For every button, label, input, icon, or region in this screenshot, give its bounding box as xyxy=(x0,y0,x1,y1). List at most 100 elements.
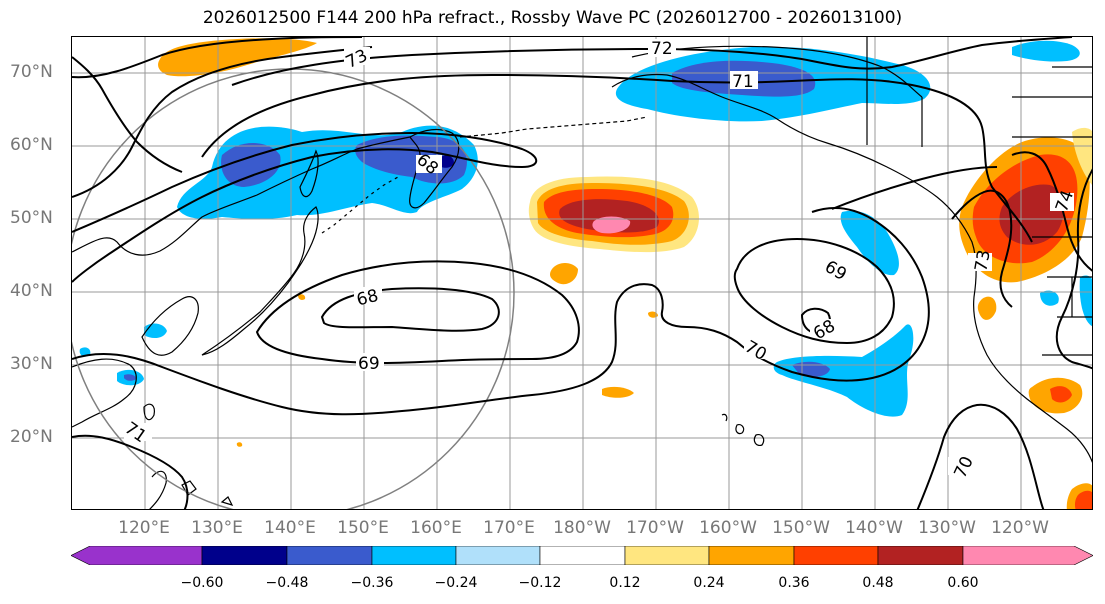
pos-fill-bc-edge xyxy=(1072,127,1092,185)
pos-fill-small7 xyxy=(298,294,306,300)
colorbar-cell-9 xyxy=(877,546,964,565)
chart-title: 2026012500 F144 200 hPa refract., Rossby… xyxy=(202,8,903,28)
contour-71-loop xyxy=(72,46,373,198)
lon-label-160w: 160°W xyxy=(699,518,757,538)
map-panel: 72 71 73 68 68 69 69 68 70 71 70 73 74 xyxy=(71,36,1093,510)
colorbar-tick-8: 0.48 xyxy=(862,575,894,591)
pos-fill-bc-dark xyxy=(999,184,1064,245)
lon-label-150w: 150°W xyxy=(772,518,830,538)
pos-fill-centralpac-pink xyxy=(592,216,631,234)
contour-72 xyxy=(231,37,1073,86)
colorbar-tick-7: 0.36 xyxy=(778,575,810,591)
neg-fill-eastpac xyxy=(840,210,899,276)
coast-us-states xyxy=(1032,236,1092,356)
contour-edge-east xyxy=(1055,168,1092,370)
colorbar-cell-7 xyxy=(708,546,795,565)
contour-68-low xyxy=(320,287,500,332)
lat-label-70n: 70°N xyxy=(10,62,53,82)
neg-fill-small5 xyxy=(1079,275,1092,327)
colorbar-cell-0 xyxy=(71,546,203,565)
lon-label-170e: 170°E xyxy=(483,518,535,538)
contour-labels: 72 71 73 68 68 69 69 68 70 71 70 73 74 xyxy=(121,39,1078,481)
neg-fill-alaska-edge xyxy=(1012,40,1080,62)
lon-label-130e: 130°E xyxy=(191,518,243,538)
colorbar-cell-5 xyxy=(539,546,626,565)
coast-aleutians xyxy=(459,116,648,138)
lon-label-160e: 160°E xyxy=(410,518,462,538)
contour-73-west xyxy=(72,37,363,79)
pos-fill-small5-red xyxy=(1074,490,1092,509)
colorbar xyxy=(71,546,1093,565)
colorbar-tick-5: 0.12 xyxy=(609,575,641,591)
contour-label-71-south-bg xyxy=(124,423,152,441)
colorbar-cell-1 xyxy=(201,546,288,565)
graticule xyxy=(72,37,1092,509)
lat-label-30n: 30°N xyxy=(10,354,53,374)
pos-fill-ochotsk xyxy=(158,38,317,77)
anomaly-fills xyxy=(79,38,1092,509)
coast-hawaii xyxy=(721,413,765,446)
lon-label-180w: 180°W xyxy=(553,518,611,538)
lat-label-20n: 20°N xyxy=(10,427,53,447)
contour-curve-west xyxy=(72,56,183,173)
contour-69-upper xyxy=(72,131,538,283)
coast-china xyxy=(72,358,137,428)
neg-fill-small2-mid xyxy=(124,374,136,381)
pos-fill-small4-red xyxy=(1050,386,1072,403)
coast-philippines xyxy=(149,470,167,509)
coast-kuril xyxy=(321,176,399,234)
contour-label-72: 72 xyxy=(651,39,673,59)
contour-label-68-kam-bg xyxy=(416,155,442,173)
contour-70-east xyxy=(916,403,1045,509)
contour-label-68-low-bg xyxy=(354,287,382,305)
colorbar-cell-2 xyxy=(286,546,373,565)
colorbar-cells xyxy=(71,546,1093,565)
contour-69-east xyxy=(733,237,895,345)
lon-label-140w: 140°W xyxy=(845,518,903,538)
contour-label-69-low-bg xyxy=(356,353,384,371)
pos-fill-small2 xyxy=(602,386,634,398)
colorbar-cell-6 xyxy=(624,546,710,565)
neg-fill-small4 xyxy=(1040,290,1059,306)
neg-fill-okhotsk-mid1 xyxy=(221,142,281,187)
colorbar-cell-8 xyxy=(793,546,879,565)
lon-label-170w: 170°W xyxy=(626,518,684,538)
colorbar-tick-6: 0.24 xyxy=(693,575,725,591)
colorbar-tick-4: −0.12 xyxy=(518,575,562,591)
contour-label-73-east-bg xyxy=(968,253,992,271)
contour-70-bc xyxy=(831,166,998,210)
lon-label-120e: 120°E xyxy=(118,518,170,538)
colorbar-tick-1: −0.48 xyxy=(265,575,309,591)
contour-70-mid xyxy=(72,207,930,416)
contour-label-73-east: 73 xyxy=(971,248,994,273)
contour-73-east xyxy=(951,189,1013,308)
coast-taiwan xyxy=(143,403,155,421)
lat-label-60n: 60°N xyxy=(10,135,53,155)
coast-alaska xyxy=(611,73,1092,463)
contour-71-south xyxy=(72,434,189,509)
lat-label-50n: 50°N xyxy=(10,208,53,228)
contour-label-69-low: 69 xyxy=(358,354,380,374)
lon-label-150e: 150°E xyxy=(337,518,389,538)
colorbar-tick-9: 0.60 xyxy=(947,575,979,591)
pos-fill-small8 xyxy=(236,442,243,447)
contour-label-71: 71 xyxy=(732,72,754,92)
coastlines xyxy=(72,37,1092,509)
coast-sakhalin xyxy=(299,149,319,198)
contour-label-74-east-bg xyxy=(1050,193,1074,211)
lat-label-40n: 40°N xyxy=(10,281,53,301)
contour-69-low xyxy=(255,260,580,364)
colorbar-cell-3 xyxy=(371,546,457,565)
lon-label-140e: 140°E xyxy=(264,518,316,538)
contour-label-71-south: 71 xyxy=(121,418,150,447)
coast-japan xyxy=(201,206,319,356)
coast-alaska-north xyxy=(631,45,923,98)
contour-label-68-east-bg xyxy=(810,319,838,337)
colorbar-cell-4 xyxy=(455,546,541,565)
pos-fill-small1 xyxy=(550,263,578,285)
contour-label-71-bg xyxy=(730,71,758,89)
neg-fill-small1 xyxy=(144,323,167,339)
colorbar-cell-10 xyxy=(962,546,1093,565)
coast-korea xyxy=(141,296,199,356)
map-canvas: 72 71 73 68 68 69 69 68 70 71 70 73 74 xyxy=(72,37,1092,509)
